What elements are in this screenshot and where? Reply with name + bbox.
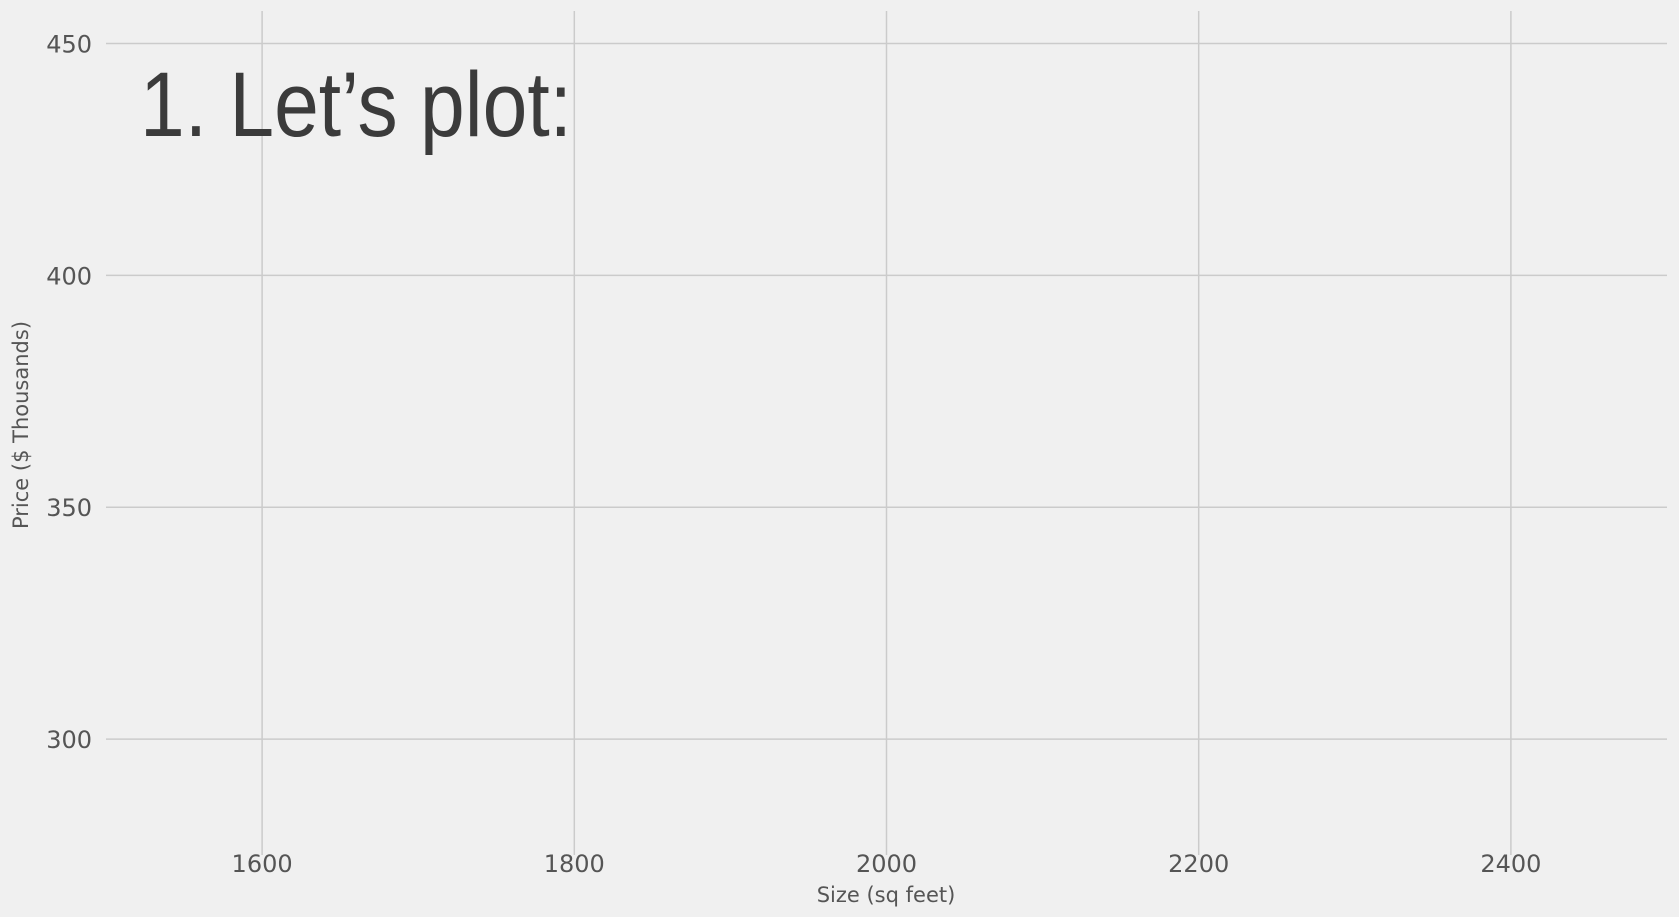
x-tick-label-2000: 2000 — [856, 850, 917, 878]
x-axis-label: Size (sq feet) — [817, 883, 956, 907]
y-tick-label-450: 450 — [46, 30, 92, 58]
x-tick-label-2400: 2400 — [1480, 850, 1541, 878]
chart-title: 1. Let’s plot: — [140, 54, 572, 156]
gridlines — [106, 11, 1667, 855]
x-tick-label-1600: 1600 — [232, 850, 293, 878]
y-axis-label: Price ($ Thousands) — [9, 321, 33, 529]
x-tick-label-2200: 2200 — [1168, 850, 1229, 878]
y-tick-label-400: 400 — [46, 262, 92, 290]
y-tick-label-300: 300 — [46, 726, 92, 754]
y-tick-label-350: 350 — [46, 494, 92, 522]
tick-labels: 1600 1800 2000 2200 2400 300 350 400 450 — [46, 30, 1541, 878]
x-tick-label-1800: 1800 — [544, 850, 605, 878]
